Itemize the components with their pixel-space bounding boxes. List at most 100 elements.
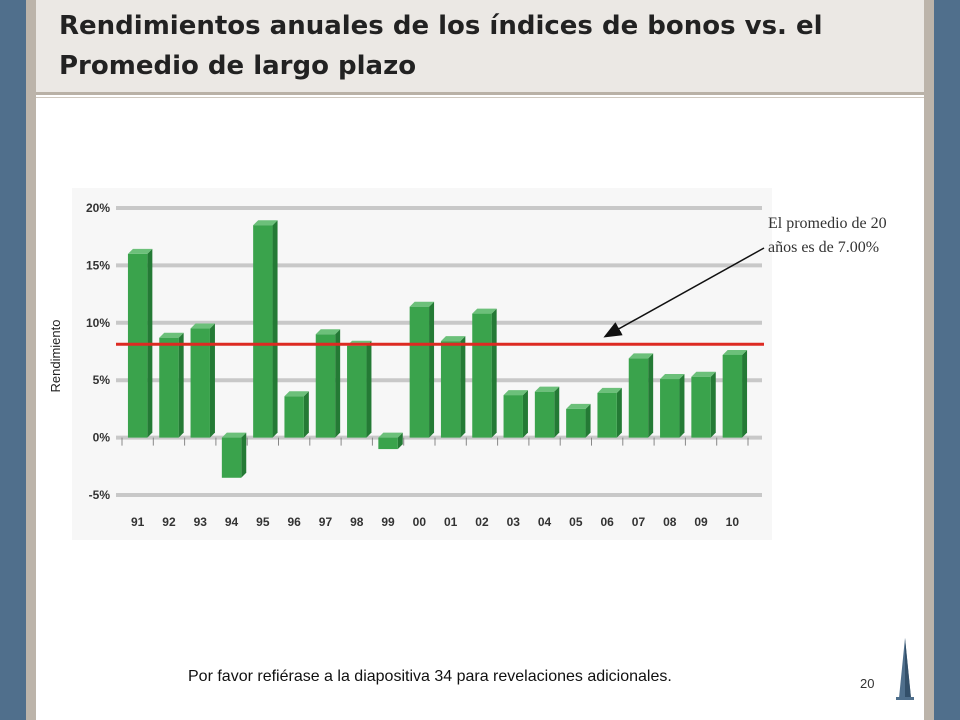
x-tick-label: 07 [632,515,646,529]
bar-top [440,336,466,342]
bar [597,387,622,438]
bar-top [691,371,716,377]
header-divider [36,92,924,95]
bar [284,391,309,438]
bar-top [660,374,685,380]
bar [190,323,215,438]
bar-top [190,323,215,329]
bar-top [378,432,403,438]
x-tick-label: 91 [131,515,145,529]
bar [503,390,528,438]
bar-side [491,308,497,438]
x-tick-label: 95 [256,515,270,529]
bar [660,374,685,438]
bar-front [534,391,555,438]
x-tick-label: 04 [538,515,552,529]
average-annotation: El promedio de 20 años es de 7.00% [768,212,928,260]
bar-side [366,340,372,438]
bar-front [284,396,304,438]
bar-top [566,403,591,409]
bar-front [409,306,430,438]
right-frame-stripe [924,0,934,720]
x-tick-label: 06 [600,515,614,529]
bar [315,329,341,438]
bar [221,432,247,478]
bar [566,403,591,438]
bar-top [315,329,341,335]
x-tick-label: 92 [162,515,176,529]
slide: Rendimientos anuales de los índices de b… [36,0,924,720]
y-tick-label: 20% [86,201,110,215]
annotation-line-1: El promedio de 20 [768,215,887,232]
bar [347,340,372,438]
x-tick-label: 08 [663,515,677,529]
bar-front [472,313,492,438]
x-tick-label: 02 [475,515,489,529]
x-tick-label: 09 [694,515,708,529]
bar-front [722,354,743,438]
annotation-line-2: años es de 7.00% [768,239,880,256]
x-tick-label: 97 [319,515,333,529]
x-tick-label: 05 [569,515,583,529]
bar-top [284,391,309,397]
y-tick-label: 0% [93,431,111,445]
page-number: 20 [860,676,875,691]
right-frame-edge [934,0,960,720]
bar-front [347,345,367,438]
x-tick-label: 93 [194,515,208,529]
bar [378,432,403,450]
x-tick-label: 98 [350,515,364,529]
bar-top [597,387,622,393]
bar [440,336,466,438]
bar-top [221,432,247,438]
x-tick-label: 99 [381,515,395,529]
left-frame-stripe [26,0,36,720]
bar-front [566,408,586,438]
left-frame-edge [0,0,26,720]
bar-side [303,391,309,438]
bar-front [159,337,179,438]
slide-header: Rendimientos anuales de los índices de b… [36,0,924,92]
bar [722,349,748,438]
bar-front [127,253,148,438]
bar-side [554,386,560,438]
y-tick-label: -5% [89,488,111,502]
x-tick-label: 96 [287,515,301,529]
bar-top [159,332,184,338]
bar-top [722,349,748,355]
y-tick-label: 5% [93,373,111,387]
slide-title: Rendimientos anuales de los índices de b… [59,11,823,81]
bar-top [253,220,278,226]
bar-side [460,336,466,438]
x-tick-label: 94 [225,515,239,529]
bar-side [397,432,403,450]
bar-side [429,301,435,438]
bar [409,301,435,438]
bar [534,386,560,438]
bar-side [616,387,622,438]
bar-side [178,332,184,438]
bar-top [503,390,528,396]
bar-front [660,379,680,438]
bar [472,308,497,438]
bar-front [691,376,711,438]
bar-side [585,403,591,438]
bar-side [679,374,685,438]
disclosure-footer: Por favor refiérase a la diapositiva 34 … [188,668,672,685]
bar-side [335,329,341,438]
bar-top [409,301,435,307]
tower-logo-icon [896,638,914,700]
bar-side [742,349,748,438]
y-tick-label: 10% [86,316,110,330]
bar-front [315,334,336,438]
bar-top [127,248,153,254]
bar-side [241,432,247,478]
bar-chart: -5% 0% 5% 10% 15% 20% 91 92 93 94 95 96 97 98 99 00 01 02… [48,188,772,540]
bar-top [534,386,560,392]
bar-front [253,225,273,438]
bar-front [597,392,617,438]
bar-front [503,395,523,438]
bar-top [628,353,654,359]
bar [253,220,278,438]
header-divider-thin [36,97,924,98]
